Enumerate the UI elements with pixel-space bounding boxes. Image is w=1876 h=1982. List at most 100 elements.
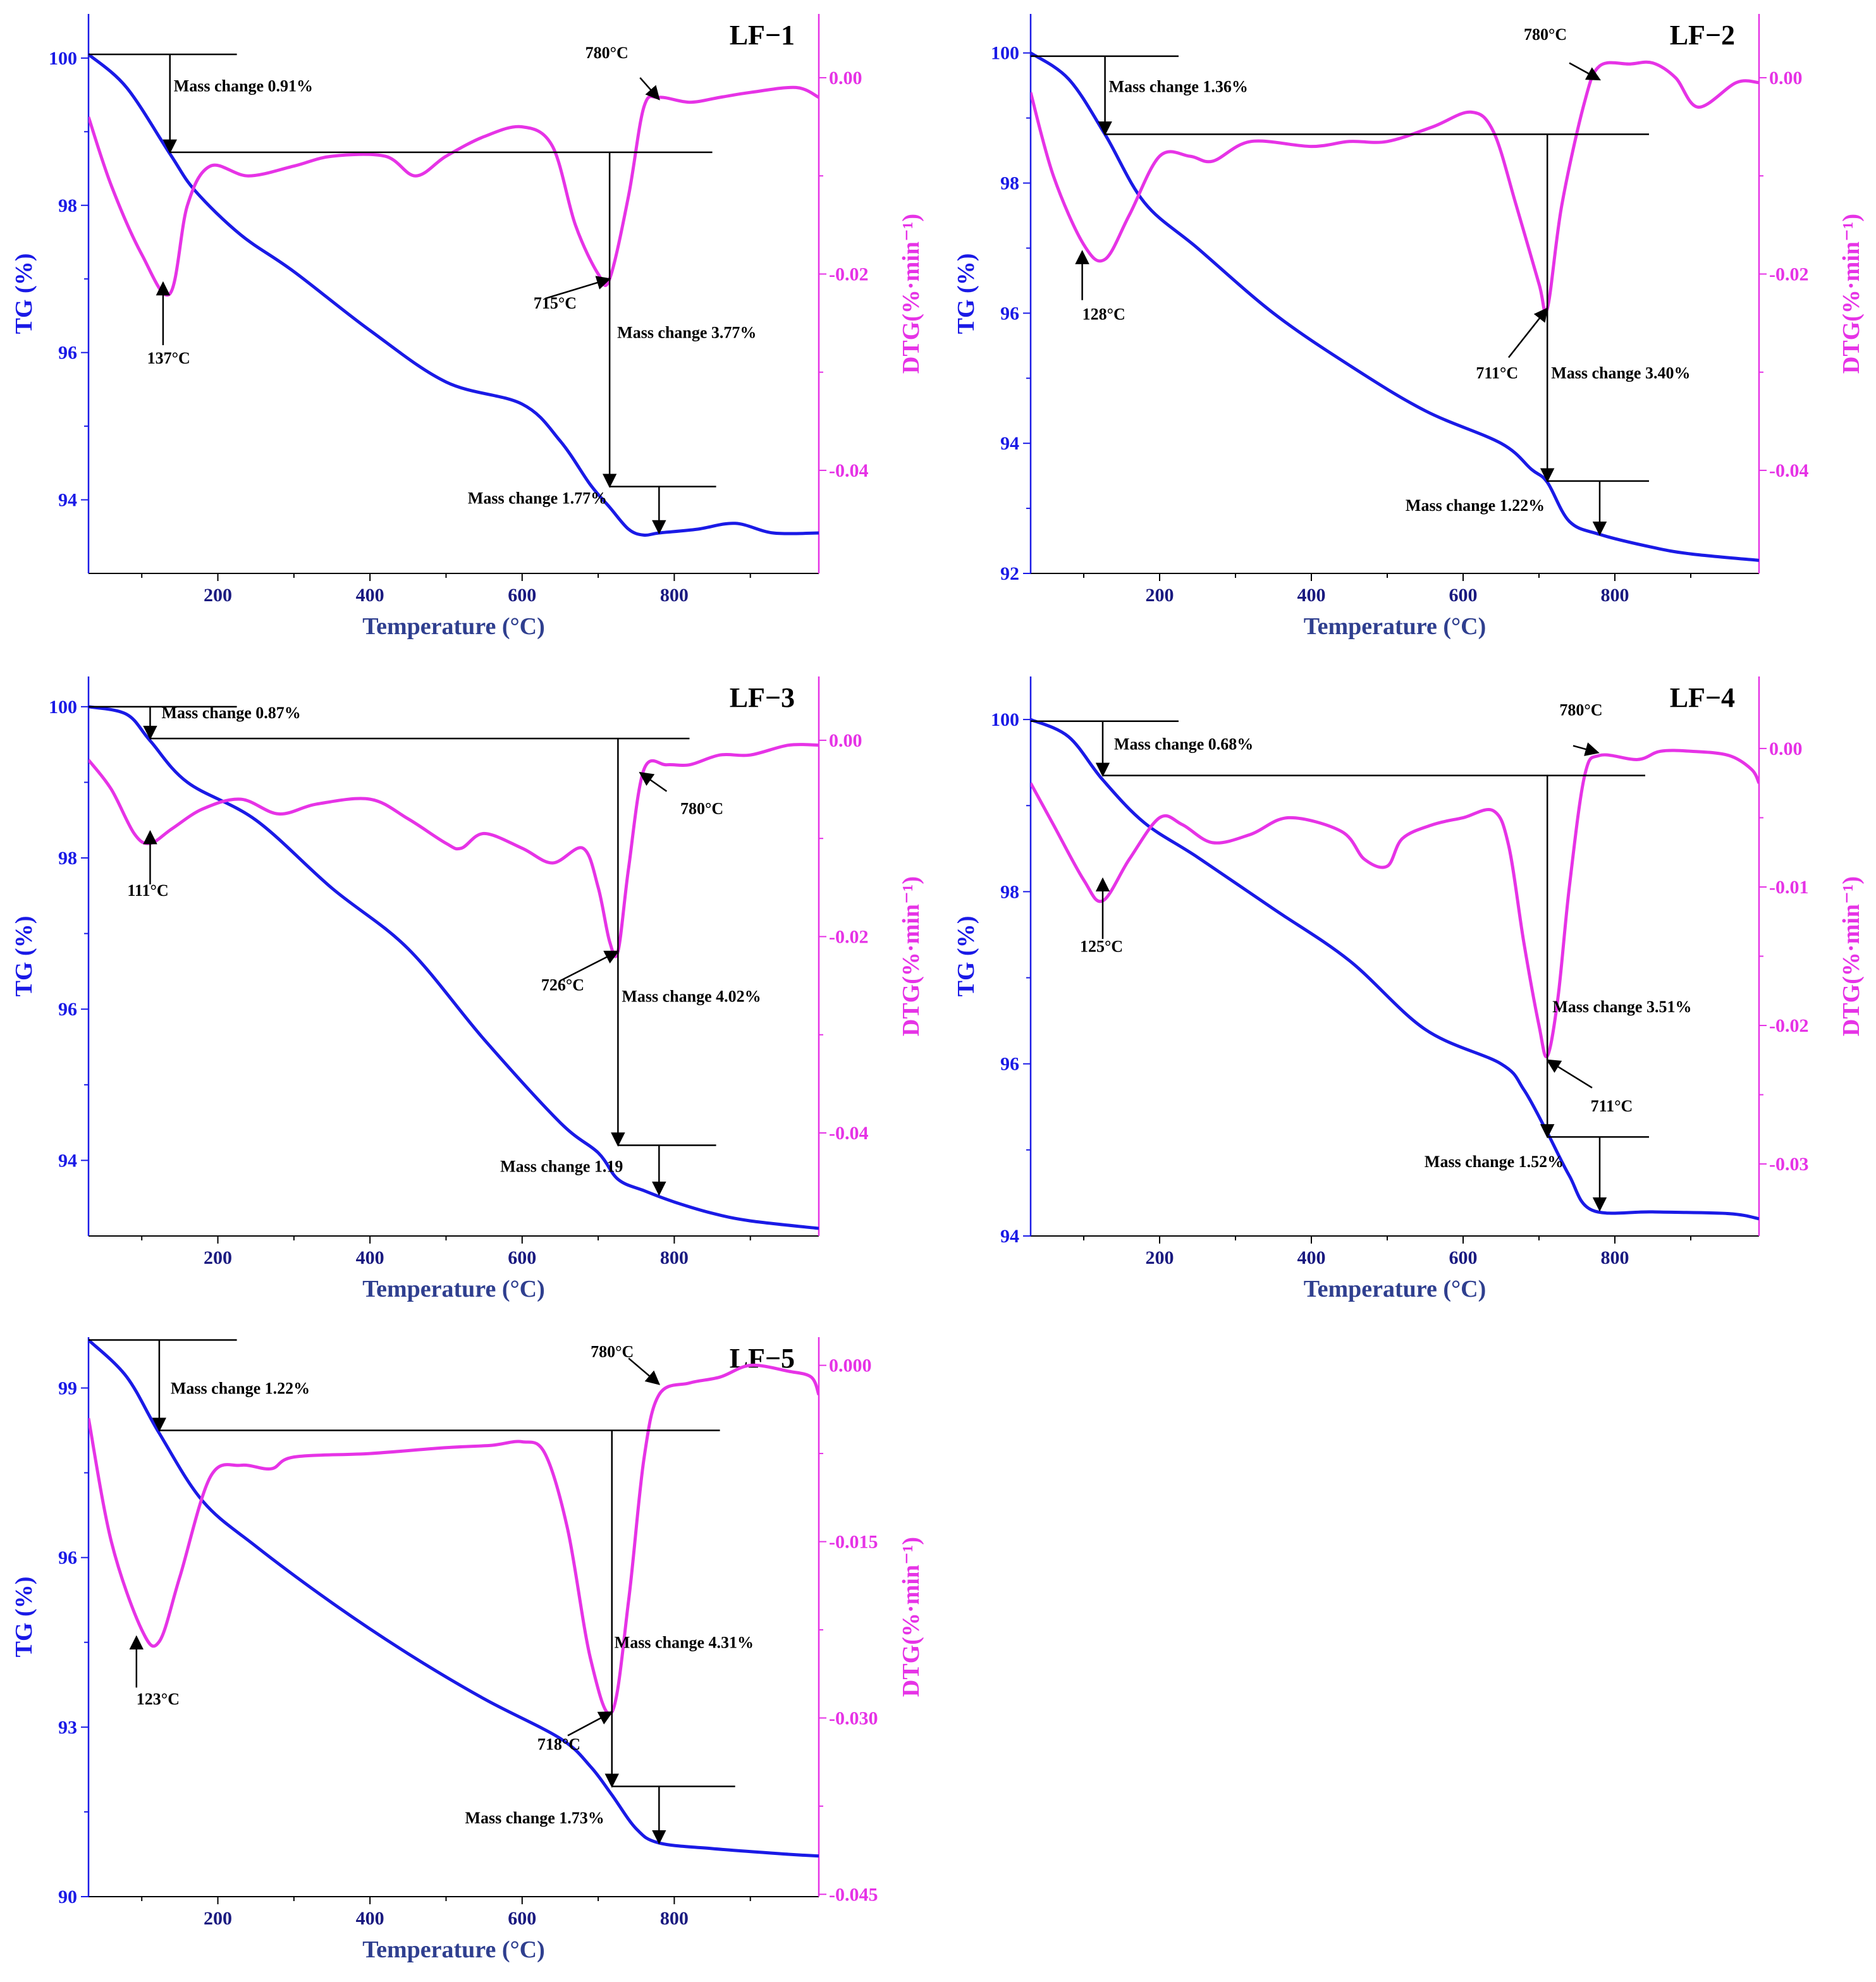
dtg-tick-label: -0.04 bbox=[829, 1123, 869, 1144]
tg-tick-label: 99 bbox=[58, 1378, 77, 1398]
dtg-tick-label: -0.02 bbox=[829, 264, 869, 284]
annotation-label: Mass change 1.73% bbox=[465, 1809, 604, 1827]
peak-arrow bbox=[1508, 307, 1548, 358]
x-tick-label: 400 bbox=[1297, 585, 1326, 606]
chart-panel-1: 200 400 600 800 94 96 98 100 0.00 -0.02 -0.04 Tempe… bbox=[11, 14, 924, 640]
tg-axis-title: TG (%) bbox=[11, 254, 37, 334]
x-tick-label: 400 bbox=[356, 585, 384, 606]
dtg-curve bbox=[1031, 749, 1759, 1058]
annotation-label: Mass change 1.19 bbox=[500, 1157, 623, 1175]
tg-curve bbox=[1031, 718, 1759, 1221]
x-axis-title: Temperature (°C) bbox=[362, 1276, 545, 1302]
annotation-label: Mass change 3.40% bbox=[1551, 364, 1690, 382]
annotation-label: 718°C bbox=[537, 1735, 580, 1754]
chart-panel-3: 200 400 600 800 94 96 98 100 0.00 -0.02 -0.04 Tempe… bbox=[11, 676, 924, 1302]
dtg-tick-label: -0.030 bbox=[829, 1708, 878, 1728]
tg-tick-label: 94 bbox=[58, 1150, 77, 1171]
x-tick-label: 600 bbox=[508, 1908, 536, 1929]
peak-arrow bbox=[1573, 742, 1600, 756]
tg-tick-label: 100 bbox=[49, 48, 77, 69]
annotation-label: 111°C bbox=[127, 881, 168, 900]
x-tick-label: 400 bbox=[356, 1247, 384, 1268]
annotation-label: 726°C bbox=[541, 976, 584, 994]
tg-tick-label: 94 bbox=[1000, 433, 1019, 454]
dtg-tick-label: 0.00 bbox=[1769, 68, 1803, 89]
panel-title: LF−3 bbox=[730, 682, 795, 713]
annotation-label: 780°C bbox=[585, 44, 628, 62]
annotation-label: 780°C bbox=[1559, 700, 1602, 719]
tg-tick-label: 100 bbox=[49, 697, 77, 718]
tg-curve bbox=[89, 1338, 819, 1858]
annotation-label: Mass change 0.68% bbox=[1114, 735, 1253, 754]
x-tick-label: 200 bbox=[204, 585, 232, 606]
chart-panel-2: 200 400 600 800 92 94 96 98 100 0.00 -0.02 -0.04 Tem… bbox=[953, 14, 1865, 640]
tg-axis-title: TG (%) bbox=[11, 916, 37, 997]
x-tick-label: 800 bbox=[660, 1247, 689, 1268]
tg-tick-label: 98 bbox=[1000, 173, 1019, 194]
dtg-curve bbox=[89, 1363, 819, 1716]
tg-curve bbox=[89, 705, 819, 1230]
chart-panel-4: 200 400 600 800 94 96 98 100 0.00 -0.01 -0.02 -0.03… bbox=[953, 676, 1865, 1302]
dtg-axis-title: DTG(%·min⁻¹) bbox=[1838, 876, 1865, 1036]
x-tick-label: 200 bbox=[204, 1908, 232, 1929]
dtg-tick-label: -0.01 bbox=[1769, 877, 1809, 898]
annotation-label: 137°C bbox=[147, 349, 190, 367]
x-axis-title: Temperature (°C) bbox=[1304, 613, 1487, 640]
panel-title: LF−4 bbox=[1670, 682, 1735, 713]
x-tick-label: 400 bbox=[356, 1908, 384, 1929]
tg-tick-label: 96 bbox=[58, 343, 77, 364]
x-axis-title: Temperature (°C) bbox=[362, 1936, 545, 1963]
dtg-tick-label: -0.045 bbox=[829, 1884, 878, 1905]
tg-tick-label: 92 bbox=[1000, 563, 1019, 584]
tg-curve bbox=[89, 53, 819, 537]
annotation-label: Mass change 4.31% bbox=[615, 1634, 754, 1652]
tg-tick-label: 98 bbox=[58, 195, 77, 216]
annotation-label: Mass change 1.22% bbox=[1406, 496, 1545, 515]
annotation-label: 123°C bbox=[137, 1690, 180, 1708]
tg-axis-title: TG (%) bbox=[11, 1577, 37, 1658]
chart-panel-5: 200 400 600 800 90 93 96 99 0.000 -0.015 -0.030 -0.… bbox=[11, 1337, 924, 1963]
tg-tick-label: 100 bbox=[991, 43, 1019, 64]
dtg-tick-label: -0.04 bbox=[829, 460, 869, 481]
peak-arrow bbox=[1569, 62, 1601, 81]
tg-tick-label: 96 bbox=[1000, 1054, 1019, 1075]
panel-title: LF−1 bbox=[730, 20, 795, 51]
tg-curve bbox=[1031, 51, 1759, 562]
x-tick-label: 600 bbox=[1449, 585, 1478, 606]
tg-tick-label: 98 bbox=[1000, 881, 1019, 902]
peak-arrow bbox=[544, 276, 611, 300]
annotation-label: 711°C bbox=[1591, 1097, 1633, 1115]
tg-axis-title: TG (%) bbox=[953, 916, 979, 997]
tg-tick-label: 96 bbox=[58, 1548, 77, 1569]
x-axis-title: Temperature (°C) bbox=[1304, 1276, 1487, 1302]
x-tick-label: 600 bbox=[1449, 1247, 1478, 1268]
tg-tick-label: 96 bbox=[1000, 303, 1019, 324]
peak-arrow bbox=[1546, 1059, 1593, 1089]
tg-tick-label: 94 bbox=[58, 490, 77, 511]
annotation-label: Mass change 3.51% bbox=[1552, 998, 1691, 1016]
annotation-label: 780°C bbox=[1524, 25, 1567, 44]
tg-tick-label: 90 bbox=[58, 1887, 77, 1907]
x-tick-label: 600 bbox=[508, 1247, 536, 1268]
x-tick-label: 800 bbox=[660, 1908, 689, 1929]
annotation-label: 715°C bbox=[534, 294, 577, 312]
tg-tick-label: 98 bbox=[58, 848, 77, 869]
dtg-curve bbox=[89, 85, 819, 297]
x-tick-label: 400 bbox=[1297, 1247, 1326, 1268]
dtg-axis-title: DTG(%·min⁻¹) bbox=[1838, 214, 1865, 374]
dtg-tick-label: -0.02 bbox=[1769, 1015, 1809, 1036]
dtg-tick-label: -0.04 bbox=[1769, 460, 1809, 481]
annotation-label: Mass change 0.87% bbox=[161, 704, 300, 722]
annotation-label: 780°C bbox=[591, 1342, 634, 1361]
annotation-label: Mass change 1.36% bbox=[1109, 77, 1248, 95]
tg-tick-label: 100 bbox=[991, 709, 1019, 730]
x-tick-label: 200 bbox=[204, 1247, 232, 1268]
annotation-label: Mass change 1.77% bbox=[468, 489, 607, 507]
annotation-label: 125°C bbox=[1080, 938, 1123, 956]
peak-arrow bbox=[567, 1711, 613, 1737]
tg-tick-label: 93 bbox=[58, 1717, 77, 1738]
peak-arrow bbox=[639, 77, 660, 101]
figure-panels: 200 400 600 800 94 96 98 100 0.00 -0.02 -0.04 Tempe… bbox=[11, 14, 1865, 1963]
dtg-tick-label: -0.02 bbox=[829, 926, 869, 947]
